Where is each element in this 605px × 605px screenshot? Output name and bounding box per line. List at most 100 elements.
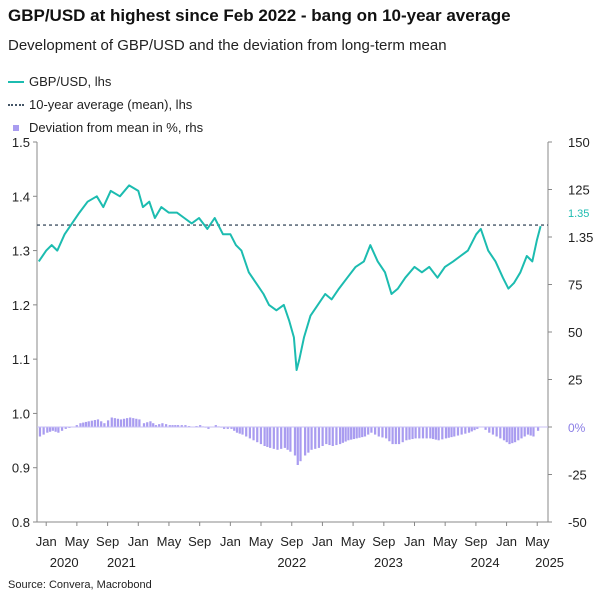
deviation-bar bbox=[370, 427, 373, 433]
x-tick-label: May bbox=[433, 534, 458, 549]
deviation-bar bbox=[126, 418, 129, 427]
x-tick-label: May bbox=[249, 534, 274, 549]
deviation-bar bbox=[350, 427, 353, 440]
deviation-bar bbox=[338, 427, 342, 445]
deviation-bar bbox=[526, 427, 530, 435]
deviation-bar bbox=[523, 427, 526, 437]
deviation-bar bbox=[344, 427, 347, 442]
deviation-bar bbox=[381, 427, 384, 438]
x-tick-label: Jan bbox=[404, 534, 425, 549]
deviation-bar bbox=[331, 427, 334, 446]
deviation-bar bbox=[38, 427, 42, 437]
deviation-bar bbox=[164, 424, 168, 427]
left-tick-label: 0.8 bbox=[12, 515, 30, 530]
x-tick-label: Jan bbox=[36, 534, 57, 549]
deviation-bar bbox=[90, 420, 93, 427]
deviation-bar bbox=[335, 427, 338, 446]
deviation-bar bbox=[414, 427, 417, 439]
deviation-bar bbox=[207, 427, 210, 429]
x-tick-label: Jan bbox=[220, 534, 241, 549]
deviation-bar bbox=[48, 427, 52, 432]
deviation-bar bbox=[476, 427, 479, 429]
deviation-bar bbox=[328, 427, 331, 446]
deviation-bar bbox=[421, 427, 425, 439]
deviation-bar bbox=[495, 427, 498, 437]
deviation-bar bbox=[358, 427, 361, 438]
deviation-bar bbox=[502, 427, 506, 441]
deviation-bar bbox=[154, 425, 158, 427]
deviation-bar bbox=[536, 427, 540, 431]
legend-item-mean: 10-year average (mean), lhs bbox=[8, 93, 203, 116]
legend-label-gbpusd: GBP/USD, lhs bbox=[29, 74, 112, 89]
deviation-bar bbox=[411, 427, 414, 440]
deviation-bar bbox=[100, 421, 103, 427]
deviation-bar bbox=[64, 427, 67, 429]
right-tick-label: 1.35 bbox=[568, 230, 593, 245]
deviation-bar bbox=[286, 427, 289, 450]
current-value-label: 1.35 bbox=[568, 208, 589, 220]
deviation-bar bbox=[57, 427, 60, 433]
year-label: 2025 bbox=[535, 555, 564, 570]
deviation-bar bbox=[146, 422, 149, 427]
deviation-bar bbox=[447, 427, 450, 438]
deviation-bar bbox=[467, 427, 471, 433]
deviation-bar bbox=[132, 418, 135, 427]
deviation-bar bbox=[119, 419, 123, 427]
deviation-bar bbox=[272, 427, 275, 449]
right-tick-label: 125 bbox=[568, 183, 590, 198]
deviation-bar bbox=[168, 425, 171, 427]
deviation-bar bbox=[488, 427, 491, 433]
legend-label-mean: 10-year average (mean), lhs bbox=[29, 97, 193, 112]
x-tick-label: May bbox=[341, 534, 366, 549]
deviation-bar bbox=[464, 427, 467, 434]
deviation-bar bbox=[491, 427, 495, 435]
deviation-bar bbox=[394, 427, 397, 445]
left-tick-label: 1.1 bbox=[12, 352, 30, 367]
deviation-bar bbox=[116, 418, 120, 427]
deviation-bar bbox=[408, 427, 411, 440]
deviation-bar bbox=[453, 427, 456, 437]
right-tick-label: 150 bbox=[568, 135, 590, 150]
left-tick-label: 1.4 bbox=[12, 189, 30, 204]
deviation-bar bbox=[299, 427, 302, 462]
x-tick-label: May bbox=[157, 534, 182, 549]
deviation-bar bbox=[499, 427, 502, 439]
deviation-bar bbox=[152, 423, 155, 427]
deviation-bar bbox=[361, 427, 364, 438]
deviation-bar bbox=[79, 423, 82, 427]
deviation-bar bbox=[347, 427, 350, 441]
deviation-bar bbox=[214, 425, 217, 427]
legend-square-swatch bbox=[13, 124, 19, 131]
legend-line-swatch bbox=[8, 80, 24, 83]
year-label: 2020 bbox=[50, 555, 79, 570]
deviation-bar bbox=[429, 427, 432, 439]
deviation-bar bbox=[266, 427, 269, 447]
deviation-bar bbox=[87, 421, 90, 427]
deviation-bar bbox=[199, 425, 202, 427]
deviation-bar bbox=[405, 427, 408, 441]
deviation-bar bbox=[226, 427, 229, 429]
deviation-bar bbox=[508, 427, 511, 445]
source-note: Source: Convera, Macrobond bbox=[8, 579, 152, 591]
deviation-bar bbox=[377, 427, 380, 437]
gbpusd-line bbox=[37, 184, 542, 371]
deviation-bar bbox=[135, 418, 138, 427]
deviation-bar bbox=[367, 427, 370, 435]
deviation-bar bbox=[460, 427, 463, 435]
deviation-bar bbox=[235, 427, 239, 433]
deviation-bar bbox=[106, 420, 110, 427]
right-tick-label: 75 bbox=[568, 278, 582, 293]
deviation-bar bbox=[511, 427, 514, 444]
deviation-bar bbox=[437, 427, 440, 441]
x-tick-label: Jan bbox=[128, 534, 149, 549]
deviation-bar bbox=[513, 427, 517, 443]
deviation-bar bbox=[388, 427, 391, 442]
deviation-bar bbox=[431, 427, 435, 440]
year-label: 2021 bbox=[107, 555, 136, 570]
deviation-bar bbox=[385, 427, 388, 439]
legend-item-deviation: Deviation from mean in %, rhs bbox=[8, 116, 203, 139]
deviation-bar bbox=[304, 427, 307, 456]
deviation-bar bbox=[317, 427, 321, 448]
x-tick-label: Sep bbox=[188, 534, 211, 549]
